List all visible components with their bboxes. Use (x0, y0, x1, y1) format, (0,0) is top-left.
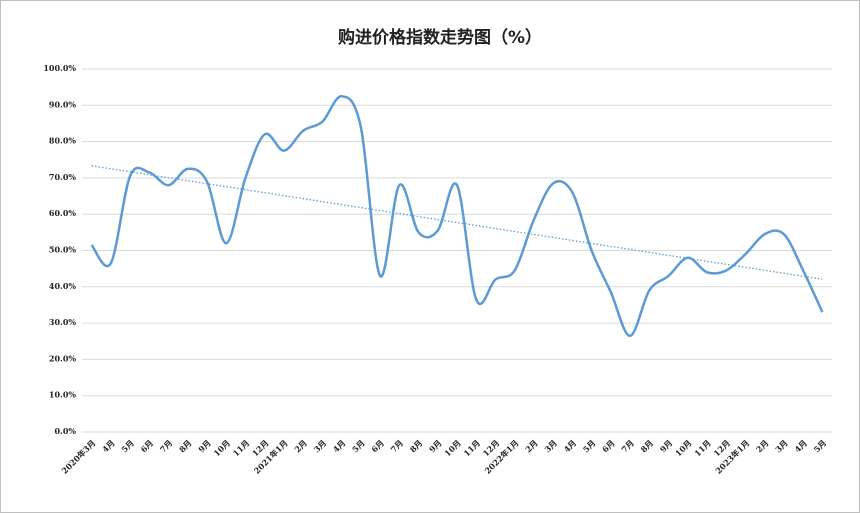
y-tick-label: 90.0% (49, 99, 76, 109)
y-tick-label: 0.0% (54, 426, 76, 436)
y-tick-label: 30.0% (49, 317, 76, 327)
y-tick-label: 10.0% (49, 390, 76, 400)
y-tick-label: 60.0% (49, 208, 76, 218)
y-tick-label: 100.0% (43, 63, 76, 73)
trendline (91, 165, 823, 280)
y-tick-label: 80.0% (49, 136, 76, 146)
chart-title: 购进价格指数走势图（%） (338, 27, 542, 48)
y-tick-label: 70.0% (49, 172, 76, 182)
y-tick-label: 50.0% (49, 245, 76, 255)
y-tick-label: 20.0% (49, 353, 76, 363)
y-tick-label: 40.0% (49, 281, 76, 291)
line-series (90, 94, 824, 338)
